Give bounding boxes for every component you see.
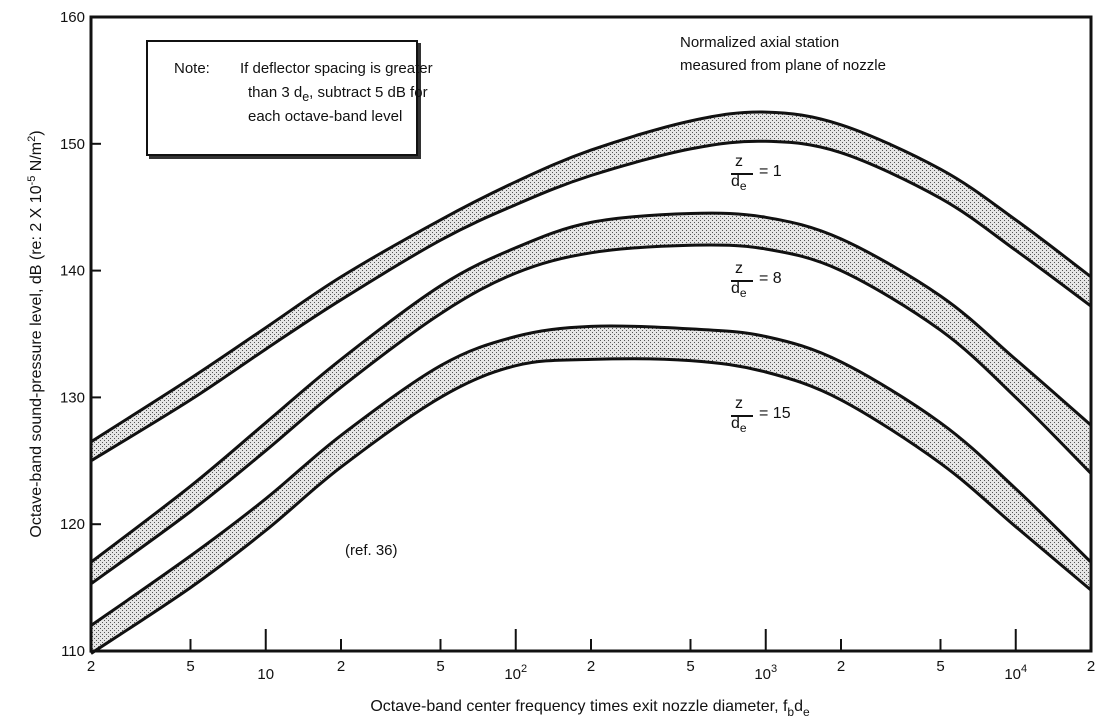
frac-denominator: de [731,173,747,194]
x-tick-label: 2 [87,658,95,675]
frac-value: = 15 [759,405,791,422]
frac-denominator: de [731,415,747,436]
band-lower-line-1 [90,139,1092,463]
station-title-line-2: measured from plane of nozzle [680,57,886,74]
note-line-2: than 3 de, subtract 5 dB for [248,84,428,104]
band-upper-line-1 [90,110,1092,444]
band-lower-line-8 [90,243,1093,586]
x-tick-label: 5 [186,658,194,675]
x-tick-label: 104 [1004,663,1027,683]
frac-bar [731,415,753,417]
y-tick-label: 120 [60,516,85,533]
note-line-1: If deflector spacing is greater [240,60,433,77]
frac-value: = 8 [759,270,782,287]
y-tick-label: 140 [60,263,85,280]
x-tick-label: 10 [257,666,274,683]
x-axis-title: Octave-band center frequency times exit … [370,698,810,719]
frac-value: = 1 [759,163,782,180]
note-box: Note: If deflector spacing is greater th… [146,40,433,156]
frac-bar [731,173,753,175]
band-layer [90,110,1093,655]
y-tick-label: 160 [60,9,85,26]
note-label: Note: [174,60,210,77]
y-tick-label: 130 [60,389,85,406]
band-upper-line-8 [90,211,1092,564]
y-tick-label: 110 [61,643,85,660]
x-tick-label: 5 [936,658,944,675]
frac-bar [731,280,753,282]
station-title-line-1: Normalized axial station [680,34,840,51]
x-tick-label: 2 [1087,658,1095,675]
band-fill-15 [91,325,1091,654]
y-axis-title: Octave-band sound-pressure level, dB (re… [26,130,45,537]
y-tick-label: 150 [60,136,85,153]
reference-note: (ref. 36) [345,542,398,559]
band-fill-1 [91,112,1091,461]
band-lower-line-15 [90,357,1092,655]
x-tick-label: 2 [337,658,345,675]
frac-numerator: z [735,153,743,170]
x-tick-label: 103 [754,663,777,683]
band-upper-line-15 [90,324,1093,627]
frac-denominator: de [731,280,747,301]
x-tick-label: 102 [504,663,527,683]
x-tick-label: 2 [587,658,595,675]
x-tick-label: 5 [436,658,444,675]
note-line-3: each octave-band level [248,108,403,125]
frac-numerator: z [735,395,743,412]
frac-numerator: z [735,260,743,277]
x-tick-label: 2 [837,658,845,675]
x-tick-label: 5 [686,658,694,675]
